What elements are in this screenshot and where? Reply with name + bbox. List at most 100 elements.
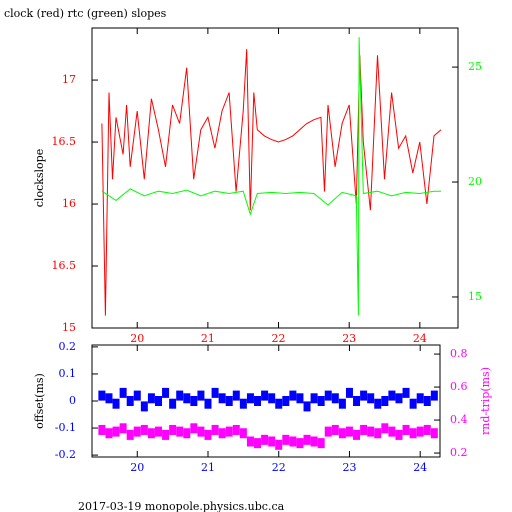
point [225,426,233,437]
y2-tick-label: 25 [468,60,482,73]
point [409,428,417,439]
point [169,398,177,409]
x-tick-label: 20 [130,332,144,345]
point [395,393,403,404]
y-tick-label: 16.5 [52,259,77,272]
point [423,396,431,406]
point [98,390,106,401]
point [430,390,438,401]
point [119,423,127,434]
point [353,429,361,440]
point [423,424,431,435]
point [303,401,311,412]
point [154,396,162,406]
point [183,428,191,439]
y2-tick-label: 0.4 [450,413,468,426]
point [402,424,410,435]
footer: 2017-03-19 monopole.physics.ubc.ca [78,500,285,512]
point [289,436,297,447]
point [360,390,368,401]
point [246,393,254,404]
point [416,393,424,404]
x-tick-label: 20 [130,461,144,474]
point [261,434,269,445]
point [225,396,233,406]
y-tick-label: -0.2 [55,448,76,461]
point [133,426,141,437]
point [154,426,162,437]
y2-tick-label: 0.6 [450,380,468,393]
y-tick-label: 0.1 [59,367,77,380]
line [101,37,441,316]
point [381,396,389,406]
point [204,429,212,440]
point [218,428,226,439]
point [310,393,318,404]
point [275,439,283,450]
chart-title: clock (red) rtc (green) slopes [4,7,167,20]
point [211,387,219,398]
y-tick-label: 15 [62,321,76,334]
point [374,428,382,439]
point [119,387,127,398]
y-axis-label: clockslope [33,149,46,207]
point [261,390,269,401]
point [317,438,325,449]
point [303,434,311,445]
point [147,428,155,439]
x-tick-label: 21 [201,461,215,474]
point [183,393,191,404]
point [126,396,134,406]
y-axis-label: offset(ms) [33,373,46,429]
point [367,426,375,437]
point [105,428,113,439]
point [289,390,297,401]
y-tick-label: 16.5 [52,135,77,148]
x-tick-label: 21 [201,332,215,345]
y2-axis-label: rnd-trip(ms) [479,367,492,435]
point [388,426,396,437]
point [268,393,276,404]
point [282,396,290,406]
y-tick-label: 0 [69,394,76,407]
x-tick-label: 24 [413,332,427,345]
point [176,426,184,437]
y-tick-label: 16 [62,197,76,210]
y2-tick-label: 0.2 [450,446,468,459]
y2-tick-label: 0.8 [450,347,468,360]
point [140,424,148,435]
point [112,398,120,409]
y-tick-label: -0.1 [55,421,76,434]
point [388,390,396,401]
point [374,398,382,409]
point [112,426,120,437]
point [126,429,134,440]
point [317,396,325,406]
point [367,393,375,404]
point [310,436,318,447]
point [169,424,177,435]
point [331,424,339,435]
point [409,398,417,409]
point [204,398,212,409]
point [296,393,304,404]
point [324,426,332,437]
point [416,426,424,437]
point [381,423,389,434]
point [246,436,254,447]
point [268,436,276,447]
point [254,396,262,406]
y2-tick-label: 20 [468,175,482,188]
x-tick-label: 24 [413,461,427,474]
point [324,390,332,401]
point [275,398,283,409]
x-tick-label: 23 [342,461,356,474]
x-tick-label: 23 [342,332,356,345]
point [162,429,170,440]
point [353,396,361,406]
point [232,390,240,401]
point [197,390,205,401]
x-tick-label: 22 [272,332,286,345]
point [239,398,247,409]
